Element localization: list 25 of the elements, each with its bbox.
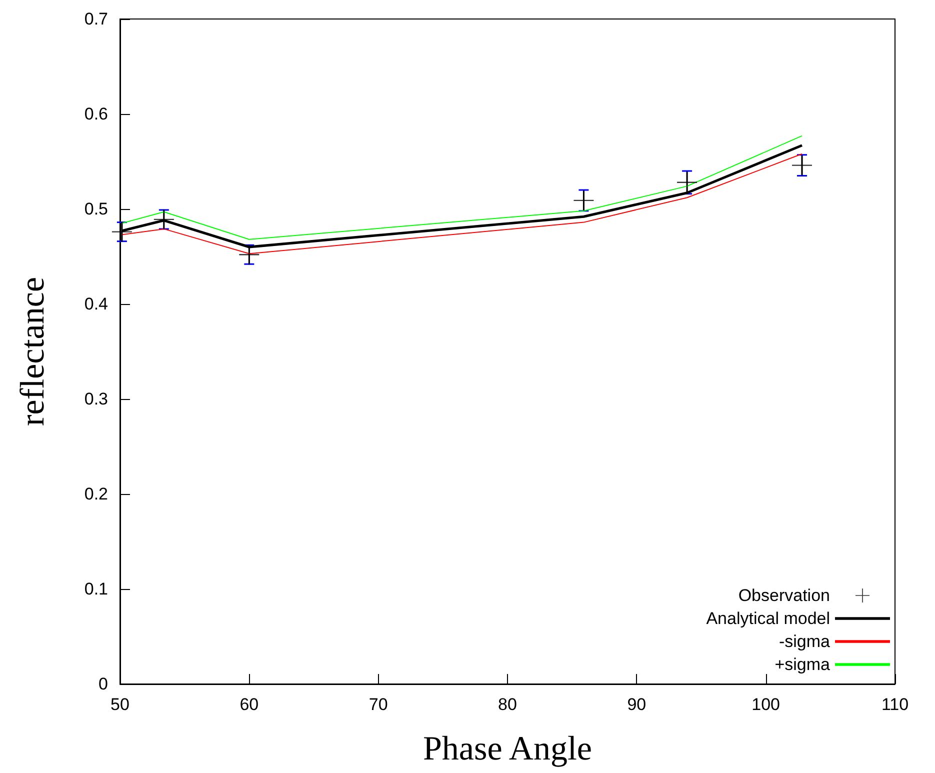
x-tick-label: 80 bbox=[498, 695, 517, 714]
legend-label: Observation bbox=[738, 586, 830, 605]
x-tick-label: 100 bbox=[752, 695, 780, 714]
legend-label: Analytical model bbox=[706, 609, 830, 628]
x-tick-label: 50 bbox=[110, 695, 130, 714]
y-tick-label: 0.3 bbox=[84, 390, 108, 408]
y-tick-label: 0.2 bbox=[84, 484, 108, 504]
y-tick-label: 0.7 bbox=[84, 10, 108, 28]
point bbox=[574, 190, 594, 210]
y-tick-label: 0.5 bbox=[84, 200, 108, 218]
y-axis-title: reflectance bbox=[14, 276, 52, 426]
point bbox=[239, 244, 260, 265]
legend-label: -sigma bbox=[778, 632, 831, 651]
legend-label: +sigma bbox=[774, 655, 831, 674]
y-tick-label: 0.1 bbox=[84, 580, 108, 598]
x-tick-label: 110 bbox=[881, 695, 909, 714]
x-tick-label: 90 bbox=[627, 695, 646, 714]
y-tick-label: 0.4 bbox=[84, 294, 108, 314]
x-tick-label: 70 bbox=[368, 695, 388, 714]
x-axis-title: Phase Angle bbox=[422, 730, 592, 768]
point bbox=[112, 222, 132, 242]
y-tick-label: 0.6 bbox=[84, 104, 108, 124]
x-tick-label: 60 bbox=[240, 695, 259, 714]
point bbox=[792, 155, 812, 176]
y-tick-label: 0 bbox=[98, 674, 108, 694]
